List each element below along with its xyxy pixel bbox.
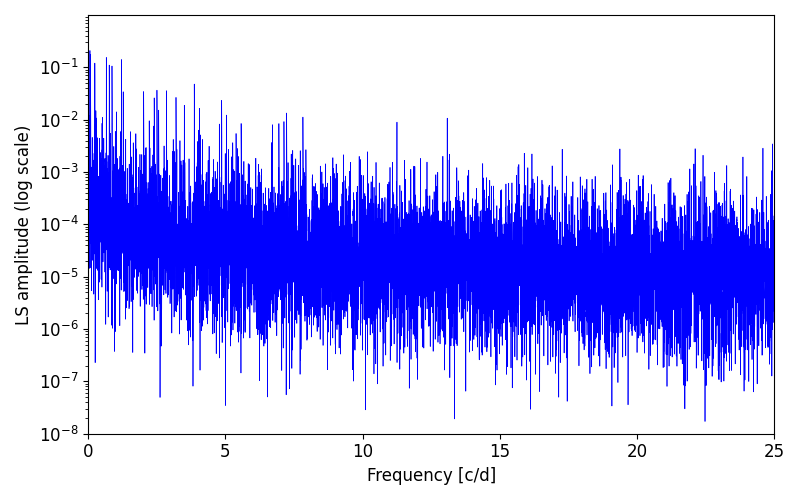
- X-axis label: Frequency [c/d]: Frequency [c/d]: [366, 467, 496, 485]
- Y-axis label: LS amplitude (log scale): LS amplitude (log scale): [15, 124, 33, 324]
